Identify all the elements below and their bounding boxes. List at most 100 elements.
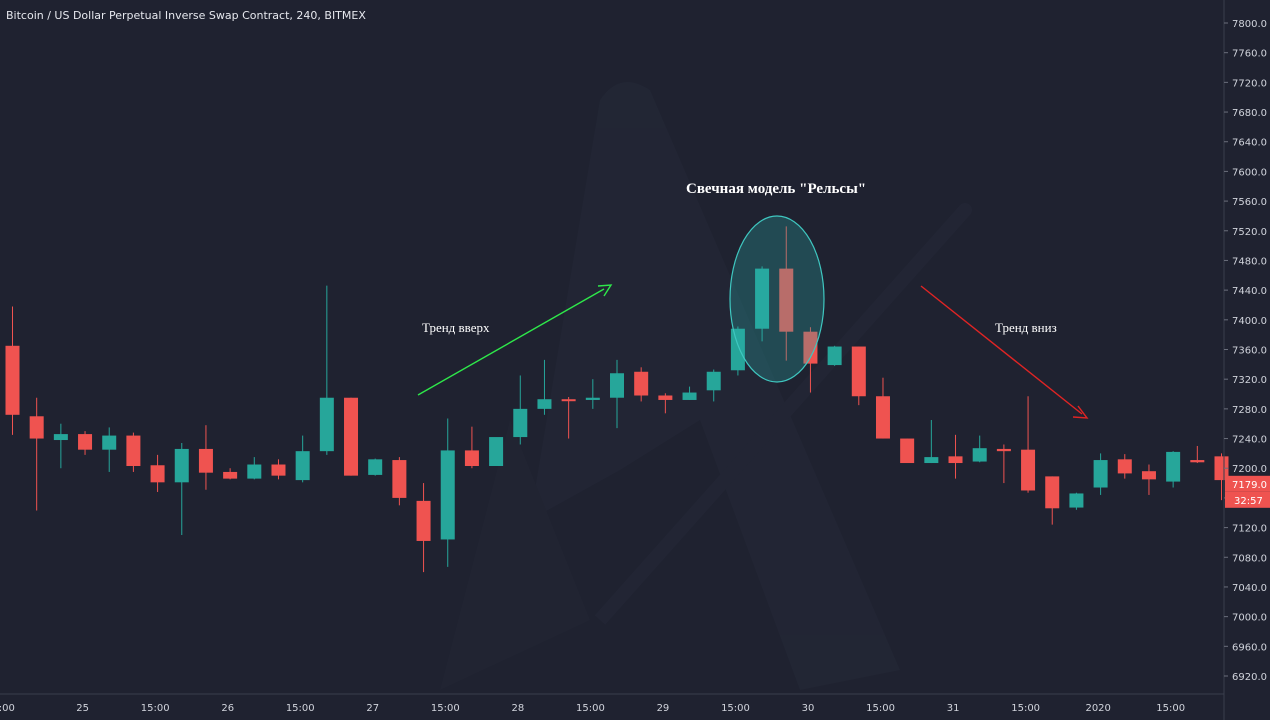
candle[interactable] — [972, 435, 987, 463]
candle[interactable] — [295, 435, 310, 483]
x-tick-label: 15:00 — [1011, 703, 1040, 714]
candle-timer-badge — [1225, 491, 1270, 508]
candle-body — [5, 345, 20, 415]
y-tick-label: 7800.0 — [1232, 19, 1267, 30]
y-tick-label: 7120.0 — [1232, 524, 1267, 535]
candle[interactable] — [198, 425, 213, 490]
candle[interactable] — [996, 444, 1011, 484]
candle[interactable] — [682, 386, 697, 400]
candle-body — [464, 450, 479, 467]
candle[interactable] — [1021, 396, 1036, 493]
candle[interactable] — [271, 459, 286, 480]
candle[interactable] — [489, 437, 504, 467]
candle[interactable] — [1093, 453, 1108, 495]
candle[interactable] — [730, 326, 745, 376]
candle-body — [416, 500, 431, 541]
candle-body — [900, 438, 915, 464]
x-tick-label: 15:00 — [286, 703, 315, 714]
y-tick-label: 7640.0 — [1232, 138, 1267, 149]
candle-body — [198, 448, 213, 473]
candle[interactable] — [900, 438, 915, 464]
y-tick-label: 7440.0 — [1232, 286, 1267, 297]
candle-body — [730, 328, 745, 371]
last-price-badge — [1225, 475, 1270, 492]
candle[interactable] — [174, 442, 189, 536]
candle[interactable] — [924, 419, 939, 464]
x-tick-label: 15:00 — [141, 703, 170, 714]
candle[interactable] — [561, 396, 576, 439]
candle[interactable] — [706, 369, 721, 402]
candle[interactable] — [440, 418, 455, 567]
candle-body — [585, 397, 600, 400]
candle-body — [1190, 460, 1205, 463]
candle[interactable] — [150, 454, 165, 492]
x-tick-label: 26 — [221, 703, 234, 714]
candle[interactable] — [875, 377, 890, 439]
candle[interactable] — [1141, 464, 1156, 495]
x-tick-label: 29 — [657, 703, 670, 714]
candle-body — [972, 448, 987, 462]
candle[interactable] — [1214, 453, 1229, 501]
candle-body — [489, 437, 504, 467]
candle[interactable] — [610, 359, 624, 429]
candle[interactable] — [126, 432, 141, 472]
candle[interactable] — [779, 226, 794, 361]
candle[interactable] — [1117, 454, 1132, 479]
candle[interactable] — [223, 468, 238, 480]
y-tick-label: 7600.0 — [1232, 167, 1267, 178]
x-tick-label: 15:00 — [721, 703, 750, 714]
candle-body — [634, 371, 649, 396]
candle-body — [1141, 471, 1156, 480]
candle-body — [247, 464, 262, 479]
x-tick-label: 15:00 — [1156, 703, 1185, 714]
trend-up-arrowhead — [597, 284, 613, 297]
y-tick-label: 7040.0 — [1232, 583, 1267, 594]
candle[interactable] — [755, 266, 770, 342]
trend-down-label: Тренд вниз — [995, 320, 1057, 335]
last-price-label: 7179.0 — [1232, 480, 1267, 491]
y-tick-label: 7200.0 — [1232, 464, 1267, 475]
candle[interactable] — [1190, 445, 1205, 464]
candle[interactable] — [247, 457, 262, 480]
candle-body — [174, 448, 189, 483]
candle-body — [682, 392, 697, 400]
candle[interactable] — [513, 375, 528, 445]
candle[interactable] — [827, 345, 842, 366]
candle-body — [658, 395, 673, 400]
candle[interactable] — [1069, 492, 1084, 510]
candle[interactable] — [102, 427, 117, 472]
candle[interactable] — [78, 431, 93, 455]
candle[interactable] — [319, 285, 334, 455]
candle-body — [368, 459, 383, 475]
candle-body — [827, 346, 842, 366]
candle[interactable] — [368, 458, 383, 476]
candle-body — [561, 399, 576, 402]
candle[interactable] — [537, 359, 552, 415]
candle[interactable] — [464, 426, 479, 469]
candle[interactable] — [416, 483, 431, 573]
candle-body — [126, 435, 141, 467]
candle[interactable] — [634, 367, 649, 402]
candle-body — [29, 416, 44, 439]
candle[interactable] — [344, 397, 359, 476]
candle[interactable] — [948, 434, 963, 479]
candle[interactable] — [658, 393, 673, 414]
candle[interactable] — [851, 346, 866, 406]
candle-body — [537, 399, 552, 409]
candle[interactable] — [29, 397, 44, 511]
candle-body — [706, 371, 721, 391]
trend-up-arrow — [417, 288, 605, 396]
candle[interactable] — [1166, 451, 1181, 488]
candle[interactable] — [5, 306, 20, 435]
candle[interactable] — [585, 379, 600, 409]
candle[interactable] — [392, 457, 407, 506]
candle-body — [295, 451, 310, 481]
candle[interactable] — [53, 423, 68, 469]
candles[interactable] — [5, 226, 1229, 573]
y-tick-label: 7520.0 — [1232, 227, 1267, 238]
candle-body — [223, 471, 238, 479]
candle[interactable] — [803, 327, 818, 393]
candle[interactable] — [1045, 476, 1060, 525]
